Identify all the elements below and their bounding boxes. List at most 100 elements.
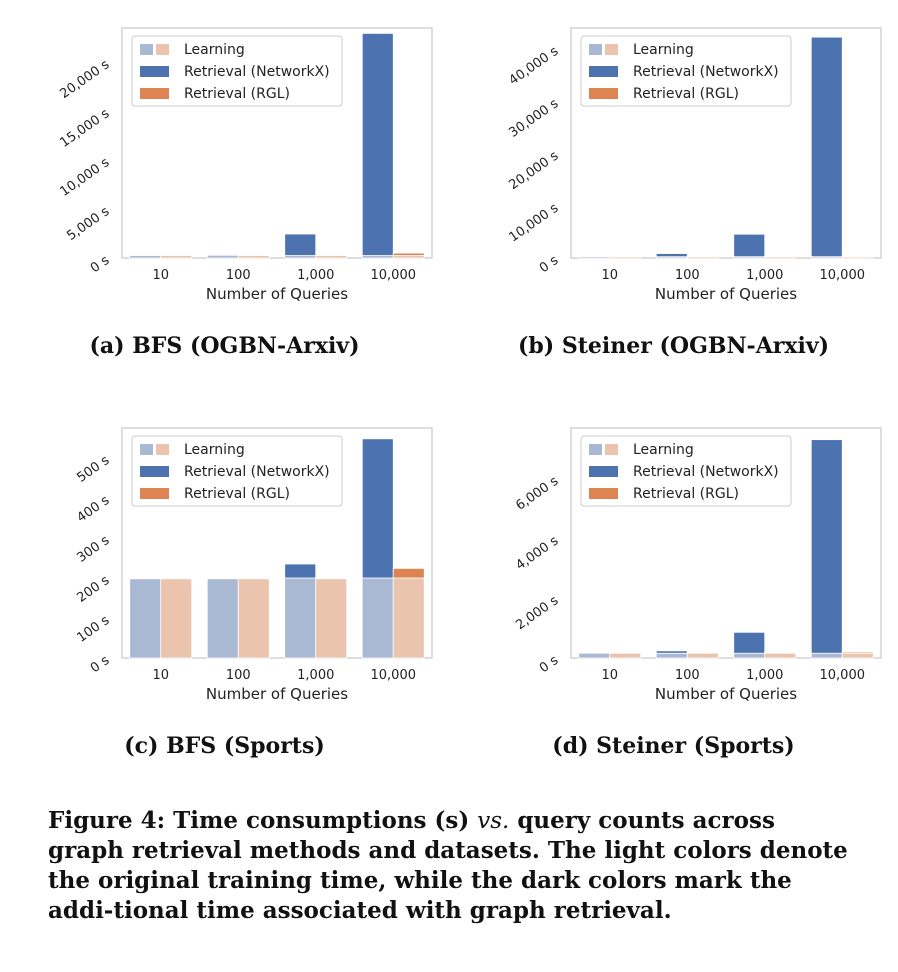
legend-label-rgl: Retrieval (RGL): [633, 86, 739, 102]
legend-swatch-rgl: [589, 488, 618, 499]
bar-learning-networkx: [361, 577, 394, 659]
x-axis-label: Number of Queries: [655, 285, 797, 303]
legend-swatch-learning-rgl: [156, 444, 169, 455]
legend-label-learning: Learning: [633, 442, 694, 458]
chart-panel-bfs-arxiv: 0 s 5,000 s 10,000 s 15,000 s 20,000 s 10 100 1…: [0, 0, 449, 390]
y-tick-label: 40,000 s: [506, 44, 561, 89]
x-axis-label: Number of Queries: [206, 685, 348, 703]
y-tick-label: 15,000 s: [57, 106, 112, 151]
y-tick-label: 400 s: [74, 493, 112, 526]
legend-label-rgl: Retrieval (RGL): [184, 486, 290, 502]
x-tick-label: 1,000: [746, 668, 783, 683]
bar-chart: 0 s 100 s 200 s 300 s 400 s 500 s 10 100 1,000 10…: [74, 427, 433, 703]
y-tick-label: 20,000 s: [57, 57, 112, 102]
caption-prefix: Figure 4: Time consumptions (s): [48, 807, 478, 834]
y-tick-label: 0 s: [537, 653, 561, 676]
chart-subtitle: (c) BFS (Sports): [124, 733, 325, 759]
chart-subtitle: (a) BFS (OGBN-Arxiv): [89, 333, 360, 359]
chart-panel-steiner-sports: 0 s 2,000 s 4,000 s 6,000 s 10 100 1,000 10,000…: [449, 400, 898, 790]
bar-learning-rgl: [609, 256, 642, 259]
y-tick-label: 5,000 s: [64, 204, 112, 244]
chart-subtitle: (d) Steiner (Sports): [552, 733, 795, 759]
bar-learning-rgl: [764, 652, 797, 659]
bar-learning-networkx: [284, 577, 317, 659]
bar-chart: 0 s 5,000 s10,000 s15,000 s20,000 s 10 100 1…: [57, 27, 433, 303]
legend-swatch-learning-networkx: [140, 444, 153, 455]
chart-panel-bfs-sports: 0 s 100 s 200 s 300 s 400 s 500 s 10 100 1,000 10…: [0, 400, 449, 790]
bar-retrieval-networkx: [733, 233, 766, 258]
bar-learning-rgl: [609, 652, 642, 659]
y-tick-label: 10,000 s: [506, 201, 561, 246]
legend-swatch-rgl: [140, 88, 169, 99]
legend-swatch-learning-networkx: [589, 444, 602, 455]
bar-learning-networkx: [129, 578, 162, 659]
bar-retrieval-networkx: [733, 631, 766, 654]
y-tick-label: 500 s: [74, 453, 112, 486]
caption-vs: vs.: [477, 808, 510, 834]
bar-learning-rgl: [315, 255, 348, 259]
bar-learning-rgl: [237, 255, 270, 259]
y-tick-label: 4,000 s: [513, 533, 561, 573]
y-tick-label: 200 s: [74, 573, 112, 606]
x-tick-label: 1,000: [297, 268, 334, 283]
y-tick-label: 6,000 s: [513, 474, 561, 514]
y-tick-label: 300 s: [74, 533, 112, 566]
y-tick-label: 20,000 s: [506, 148, 561, 193]
legend-label-rgl: Retrieval (RGL): [184, 86, 290, 102]
bar-learning-networkx: [810, 652, 843, 659]
bar-learning-networkx: [733, 652, 766, 659]
legend-label-rgl: Retrieval (RGL): [633, 486, 739, 502]
legend-swatch-learning-rgl: [605, 444, 618, 455]
bar-learning-networkx: [206, 578, 239, 659]
bar-learning-networkx: [655, 652, 688, 659]
x-tick-label: 1,000: [746, 268, 783, 283]
bar-retrieval-networkx: [810, 36, 843, 258]
legend-swatch-learning-rgl: [156, 44, 169, 55]
x-tick-label: 100: [226, 668, 251, 683]
bar-retrieval-rgl: [392, 252, 425, 256]
bar-retrieval-networkx: [655, 253, 688, 258]
legend-label-learning: Learning: [184, 42, 245, 58]
bar-learning-rgl: [160, 255, 193, 259]
legend-label-networkx: Retrieval (NetworkX): [184, 464, 330, 480]
bar-learning-rgl: [392, 577, 425, 659]
x-axis-label: Number of Queries: [655, 685, 797, 703]
bar-retrieval-networkx: [361, 32, 394, 256]
bar-chart: 0 s 10,000 s 20,000 s 30,000 s 40,000 s 10 100…: [506, 27, 882, 303]
legend-box: [580, 435, 792, 507]
bar-learning-rgl: [160, 578, 193, 659]
bar-retrieval-networkx: [284, 563, 317, 579]
legend-box: [580, 35, 792, 107]
x-tick-label: 100: [675, 668, 700, 683]
chart-panel-steiner-arxiv: 0 s 10,000 s 20,000 s 30,000 s 40,000 s 10 100…: [449, 0, 898, 390]
x-tick-label: 10: [601, 268, 618, 283]
y-tick-label: 100 s: [74, 613, 112, 646]
x-tick-label: 100: [226, 268, 251, 283]
legend-swatch-learning-networkx: [140, 44, 153, 55]
x-tick-label: 100: [675, 268, 700, 283]
bar-learning-rgl: [764, 256, 797, 259]
x-tick-label: 10,000: [371, 268, 417, 283]
bar-retrieval-networkx: [206, 254, 239, 256]
legend-swatch-networkx: [589, 66, 618, 77]
chart-subtitle: (b) Steiner (OGBN-Arxiv): [517, 333, 830, 359]
x-tick-label: 10: [152, 668, 169, 683]
bar-learning-networkx: [129, 255, 162, 259]
legend-box: [131, 35, 343, 107]
y-tick-label: 0 s: [537, 253, 561, 276]
y-tick-label: 0 s: [88, 253, 112, 276]
y-tick-label: 10,000 s: [57, 155, 112, 200]
legend-swatch-networkx: [140, 66, 169, 77]
bar-retrieval-networkx: [810, 439, 843, 654]
x-tick-label: 10,000: [371, 668, 417, 683]
x-tick-label: 10: [152, 268, 169, 283]
bar-learning-rgl: [686, 256, 719, 259]
bar-learning-rgl: [686, 652, 719, 659]
y-tick-label: 0 s: [88, 653, 112, 676]
bar-retrieval-rgl: [841, 651, 874, 654]
legend-label-networkx: Retrieval (NetworkX): [633, 64, 779, 80]
bar-learning-networkx: [578, 256, 611, 259]
bar-retrieval-networkx: [361, 438, 394, 579]
legend-swatch-networkx: [589, 466, 618, 477]
x-tick-label: 10,000: [820, 268, 866, 283]
